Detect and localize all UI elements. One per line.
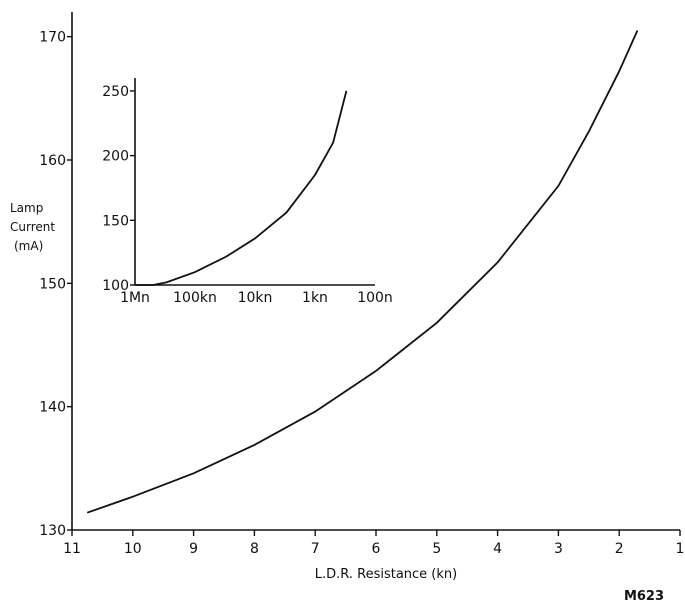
inset-y-tick-label: 250 xyxy=(102,84,129,100)
x-tick-label: 1 xyxy=(676,541,685,557)
inset-x-tick-label: 1Mn xyxy=(120,290,150,306)
y-tick-label: 150 xyxy=(39,276,66,292)
x-tick-label: 6 xyxy=(372,541,381,557)
x-tick-label: 2 xyxy=(615,541,624,557)
y-tick-label: 140 xyxy=(39,400,66,416)
inset-x-tick-label: 100n xyxy=(357,290,393,306)
inset-plot: 1Mn 100kn 10kn 1kn 100n 100 150 200 250 xyxy=(102,78,393,306)
y-tick-label: 130 xyxy=(39,523,66,539)
inset-x-tick-label: 10kn xyxy=(238,290,273,306)
inset-ticks: 1Mn 100kn 10kn 1kn 100n 100 150 200 250 xyxy=(102,84,393,306)
main-ticks: 11 10 9 8 7 6 5 4 3 2 1 130 140 150 160 170 xyxy=(39,30,684,557)
y-tick-label: 170 xyxy=(39,30,66,46)
inset-series-line xyxy=(135,90,348,286)
main-series-line xyxy=(86,30,639,514)
x-tick-label: 9 xyxy=(189,541,198,557)
y-axis-label-line-3: (mA) xyxy=(14,239,43,253)
x-tick-label: 7 xyxy=(311,541,320,557)
inset-y-tick-label: 100 xyxy=(102,278,129,294)
x-tick-label: 3 xyxy=(554,541,563,557)
figure-code: M623 xyxy=(624,589,664,604)
y-axis-label: Lamp Current (mA) xyxy=(10,201,55,253)
inset-x-tick-label: 100kn xyxy=(173,290,217,306)
y-axis-label-line-2: Current xyxy=(10,220,55,234)
y-axis-label-line-1: Lamp xyxy=(10,201,43,215)
x-tick-label: 10 xyxy=(124,541,142,557)
x-tick-label: 11 xyxy=(63,541,81,557)
inset-y-tick-label: 150 xyxy=(102,213,129,229)
inset-y-tick-label: 200 xyxy=(102,149,129,165)
x-axis-label: L.D.R. Resistance (kn) xyxy=(315,567,457,582)
x-tick-label: 4 xyxy=(493,541,502,557)
x-tick-label: 5 xyxy=(432,541,441,557)
y-tick-label: 160 xyxy=(39,153,66,169)
x-tick-label: 8 xyxy=(250,541,259,557)
inset-x-tick-label: 1kn xyxy=(302,290,328,306)
main-plot: 11 10 9 8 7 6 5 4 3 2 1 130 140 150 160 170 Lamp Curren… xyxy=(10,12,684,582)
